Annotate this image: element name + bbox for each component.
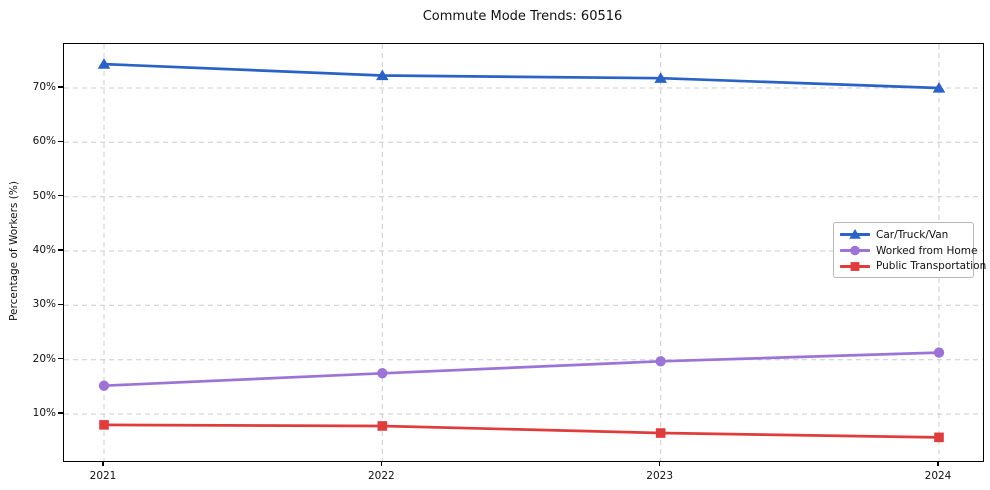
series-line: [102, 351, 941, 388]
series-line: [102, 62, 941, 90]
x-tick-label: 2023: [646, 470, 674, 482]
legend-item: Public Transportation: [840, 258, 986, 274]
series-line: [102, 423, 941, 439]
x-tick-label: 2021: [89, 470, 117, 482]
y-tick-label: 30%: [32, 298, 56, 311]
y-tick-mark: [58, 140, 63, 142]
y-tick-mark: [58, 358, 63, 360]
y-tick-mark: [58, 249, 63, 251]
legend-marker-triangle-icon: [840, 229, 870, 240]
data-point-circle: [933, 347, 945, 358]
data-point-square: [655, 428, 666, 438]
y-tick-label: 40%: [32, 244, 56, 256]
data-point-triangle: [849, 229, 861, 240]
x-tick-mark: [102, 461, 104, 466]
x-tick-mark: [937, 461, 939, 466]
legend-item: Car/Truck/Van: [840, 227, 967, 243]
y-tick-label: 50%: [32, 189, 56, 202]
x-tick-label: 2024: [924, 470, 952, 482]
x-tick-mark: [380, 461, 382, 466]
legend-marker-square-icon: [840, 261, 870, 271]
data-point-circle: [655, 356, 666, 367]
y-tick-label: 20%: [32, 352, 56, 365]
data-point-square: [934, 432, 944, 443]
y-tick-label: 70%: [32, 81, 56, 93]
y-tick-label: 10%: [32, 407, 56, 419]
x-tick-label: 2022: [367, 470, 395, 482]
y-tick-mark: [58, 195, 63, 197]
legend-item: Worked from Home: [840, 243, 977, 259]
data-point-square: [99, 420, 109, 430]
data-point-triangle: [376, 69, 389, 81]
data-point-triangle: [97, 58, 111, 69]
y-tick-mark: [58, 303, 63, 305]
data-point-square: [377, 421, 388, 431]
legend: Car/Truck/Van Worked from Home Public Tran…: [833, 222, 986, 278]
x-tick-mark: [659, 461, 661, 466]
legend-label: Car/Truck/Van: [876, 228, 949, 241]
legend-label: Public Transportation: [876, 260, 987, 273]
y-tick-mark: [58, 412, 63, 414]
data-point-square: [850, 261, 860, 271]
y-tick-label: 60%: [32, 135, 56, 148]
chart-title: Commute Mode Trends: 60516: [422, 9, 623, 24]
data-point-triangle: [654, 72, 667, 83]
legend-marker-circle-icon: [840, 245, 870, 256]
y-tick-mark: [58, 86, 63, 88]
data-point-triangle: [932, 82, 946, 93]
data-point-circle: [377, 368, 388, 379]
data-point-circle: [98, 380, 110, 391]
data-point-circle: [850, 245, 860, 256]
legend-label: Worked from Home: [876, 244, 978, 257]
